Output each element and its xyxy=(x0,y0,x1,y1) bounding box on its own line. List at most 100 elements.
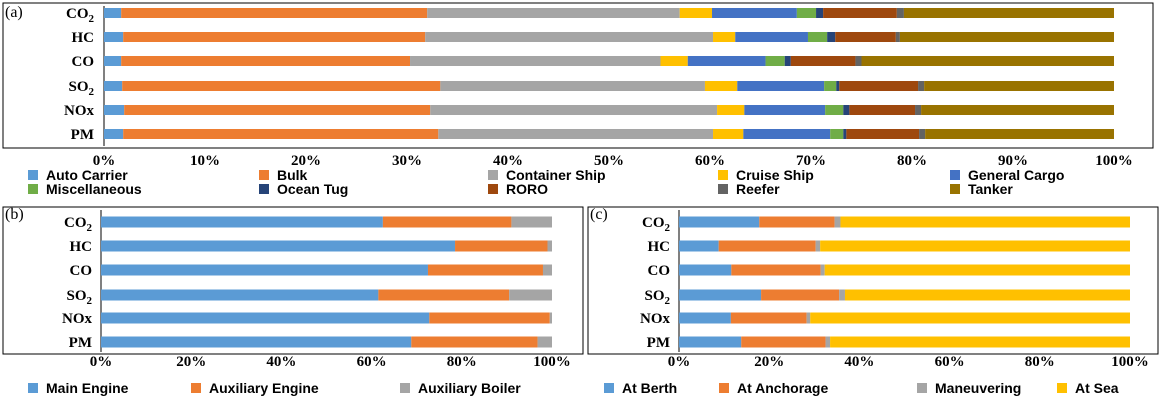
panel-b-bar-co-main-engine xyxy=(101,264,428,276)
panel-c-bar-co-maneuvering xyxy=(820,264,825,276)
panel-a-label: (a) xyxy=(5,4,23,21)
panel-b-bar-co-auxiliary-boiler xyxy=(542,264,552,276)
panel-a-bar-co2-container-ship xyxy=(427,8,680,18)
panel-a-bar-pm-auto-carrier xyxy=(104,129,124,139)
panel-a-bar-hc-cruise-ship xyxy=(713,32,736,42)
panel-a-legend-label-bulk: Bulk xyxy=(277,167,308,183)
panel-c-bar-nox-at-sea xyxy=(810,312,1130,324)
panel-b-bar-co2-main-engine xyxy=(101,216,383,228)
panel-b-legend-swatch-auxiliary-boiler xyxy=(400,383,410,393)
panel-a-bar-pm-container-ship xyxy=(438,129,714,139)
panel-a-bar-co2-ocean-tug xyxy=(816,8,824,18)
panel-a-category-label-co2: CO2 xyxy=(66,6,95,25)
panel-a-bar-hc-bulk xyxy=(123,32,426,42)
panel-a-legend-swatch-cruise-ship xyxy=(718,170,728,180)
panel-a-bar-so2-container-ship xyxy=(440,81,705,91)
panel-a-frame xyxy=(2,2,1154,149)
panel-a-bar-nox-ocean-tug xyxy=(843,105,850,115)
panel-c-x-tick-100-5: 100% xyxy=(1111,354,1149,370)
panel-c-bar-hc-at-berth xyxy=(679,240,719,252)
panel-a-bar-co2-auto-carrier xyxy=(104,8,122,18)
panel-a-bar-co-ocean-tug xyxy=(784,56,791,66)
panel-c-bar-co2-at-anchorage xyxy=(759,216,835,228)
panel-a-legend-swatch-general-cargo xyxy=(950,170,960,180)
panel-a-bar-nox-bulk xyxy=(124,105,431,115)
panel-b-x-tick-80-4: 80% xyxy=(447,354,477,370)
panel-a-bar-hc-ocean-tug xyxy=(827,32,836,42)
panel-a-x-tick-60-6: 60% xyxy=(695,153,725,169)
panel-a-bar-co2-bulk xyxy=(121,8,428,18)
panel-a-bar-so2-tanker xyxy=(924,81,1114,91)
panel-a-bar-pm-bulk xyxy=(123,129,439,139)
panel-a-legend-swatch-miscellaneous xyxy=(28,184,38,194)
panel-c-bar-pm-at-sea xyxy=(830,336,1130,348)
panel-b-bar-so2-main-engine xyxy=(101,289,379,301)
panel-a-category-label-co: CO xyxy=(72,54,95,70)
panel-a-x-tick-20-2: 20% xyxy=(291,153,321,169)
panel-c-bar-hc-at-sea xyxy=(820,240,1130,252)
panel-c-legend-swatch-at-berth xyxy=(604,383,614,393)
panel-c: (c) CO2 HC CO SO2 NOx PM 0% 20% 40% 60% 80% 100% At B… xyxy=(587,206,1159,396)
panel-c-x-tick-60-3: 60% xyxy=(935,354,965,370)
panel-a-bar-hc-reefer xyxy=(895,32,900,42)
panel-a-bar-hc-container-ship xyxy=(425,32,714,42)
panel-b-category-label-so2: SO2 xyxy=(66,288,92,307)
panel-b-bar-so2-auxiliary-engine xyxy=(378,289,510,301)
panel-a-legend-label-reefer: Reefer xyxy=(736,181,780,197)
panel-b-category-label-hc: HC xyxy=(70,239,93,255)
panel-b-bar-co-auxiliary-engine xyxy=(427,264,543,276)
panel-a-legend: Auto Carrier Bulk Container Ship Cruise Shi… xyxy=(28,167,1064,197)
panel-a-legend-swatch-container-ship xyxy=(488,170,498,180)
panel-b-legend-label-main-engine: Main Engine xyxy=(46,380,129,396)
panel-c-bar-co2-maneuvering xyxy=(834,216,841,228)
panel-a-bar-co-roro xyxy=(790,56,856,66)
panel-c-category-label-co: CO xyxy=(648,263,671,279)
panel-a-bar-nox-container-ship xyxy=(430,105,718,115)
panel-c-bar-nox-maneuvering xyxy=(806,312,811,324)
panel-c-x-tick-80-4: 80% xyxy=(1025,354,1055,370)
panel-c-legend-swatch-at-anchorage xyxy=(719,383,729,393)
panel-c-bar-co-at-sea xyxy=(824,264,1130,276)
panel-a-bar-co2-miscellaneous xyxy=(796,8,817,18)
panel-a-bar-nox-reefer xyxy=(915,105,922,115)
panel-b-legend-label-auxiliary-boiler: Auxiliary Boiler xyxy=(418,380,521,396)
panel-b: (b) CO2 HC CO SO2 NOx PM 0% 20% 40% 60% 80% 100% Main… xyxy=(2,206,584,396)
panel-a-legend-swatch-roro xyxy=(488,184,498,194)
panel-b-x-tick-20-1: 20% xyxy=(176,354,206,370)
panel-c-category-label-nox: NOx xyxy=(640,311,671,327)
panel-a-x-tick-10-1: 10% xyxy=(190,153,220,169)
panel-a-bar-hc-general-cargo xyxy=(735,32,808,42)
panel-b-legend-label-auxiliary-engine: Auxiliary Engine xyxy=(209,380,319,396)
panel-c-legend-swatch-maneuvering xyxy=(917,383,927,393)
panel-a-bar-co-miscellaneous xyxy=(765,56,785,66)
panel-a-bar-so2-reefer xyxy=(918,81,925,91)
panel-b-frame xyxy=(2,206,584,355)
panel-a-bar-co2-reefer xyxy=(896,8,904,18)
panel-b-legend-swatch-auxiliary-engine xyxy=(191,383,201,393)
panel-a-bar-co2-cruise-ship xyxy=(679,8,713,18)
panel-c-legend-label-at-anchorage: At Anchorage xyxy=(737,380,828,396)
panel-a-bar-co-general-cargo xyxy=(687,56,766,66)
panel-a-bar-so2-auto-carrier xyxy=(104,81,123,91)
panel-c-bar-nox-at-anchorage xyxy=(730,312,807,324)
panel-a-bar-pm-miscellaneous xyxy=(830,129,844,139)
panel-a-category-label-hc: HC xyxy=(72,30,95,46)
panel-a-bar-so2-ocean-tug xyxy=(836,81,840,91)
panel-c-bar-so2-at-anchorage xyxy=(761,289,840,301)
panel-c-bar-co2-at-berth xyxy=(679,216,760,228)
panel-b-category-label-nox: NOx xyxy=(62,311,93,327)
panel-b-legend: Main Engine Auxiliary Engine Auxiliary Boi… xyxy=(28,380,521,396)
panel-a-bar-nox-tanker xyxy=(921,105,1114,115)
panel-c-bar-so2-at-berth xyxy=(679,289,762,301)
panel-a-x-tick-0-0: 0% xyxy=(93,153,116,169)
panel-b-x-tick-40-2: 40% xyxy=(266,354,296,370)
panel-b-category-label-pm: PM xyxy=(69,335,92,351)
panel-b-bar-pm-auxiliary-boiler xyxy=(537,336,552,348)
panel-a-x-tick-80-8: 80% xyxy=(897,153,927,169)
panel-a-legend-label-auto-carrier: Auto Carrier xyxy=(46,167,128,183)
panel-b-bar-hc-auxiliary-engine xyxy=(455,240,548,252)
panel-a-bar-hc-miscellaneous xyxy=(807,32,828,42)
panel-a-bar-nox-auto-carrier xyxy=(104,105,125,115)
panel-a-bar-co-container-ship xyxy=(410,56,661,66)
panel-a-category-label-so2: SO2 xyxy=(68,79,94,98)
